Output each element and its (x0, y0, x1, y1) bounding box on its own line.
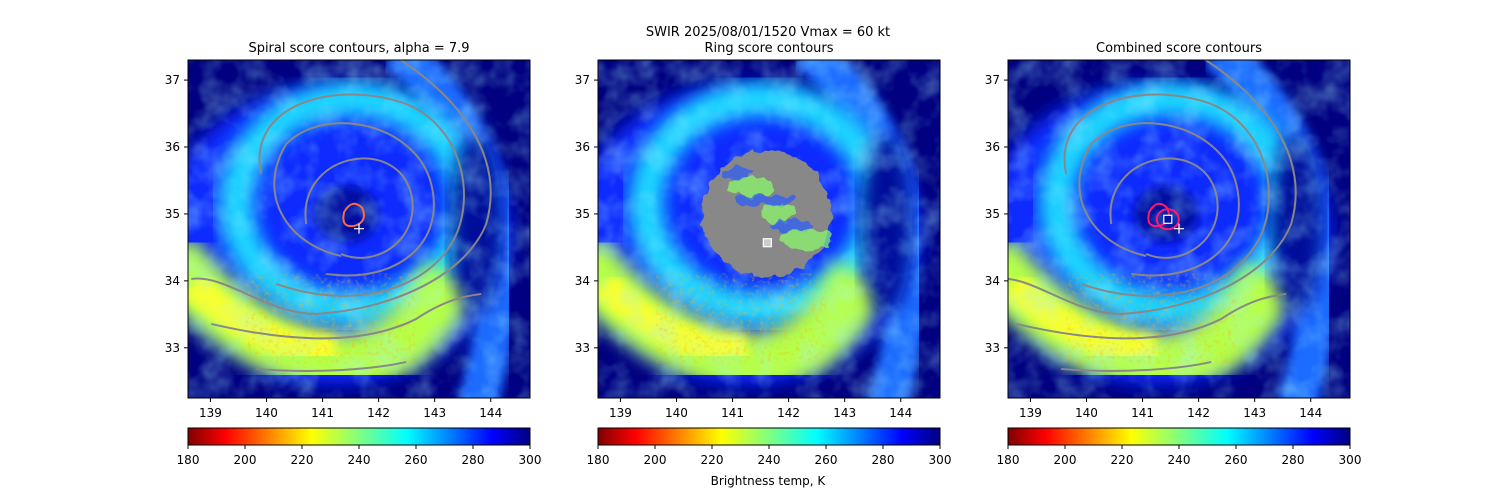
colorbar-tick-label: 260 (405, 453, 428, 467)
contour-ring-1 (1109, 157, 1219, 259)
y-tick-label: 34 (985, 274, 1000, 288)
colorbar-tick-label: 220 (1111, 453, 1134, 467)
x-tick-label: 142 (777, 406, 800, 420)
center-cross-marker (354, 223, 364, 234)
contour-ring-4 (191, 60, 492, 315)
ring-disc-gap (720, 167, 753, 180)
x-tick-label: 143 (1243, 406, 1266, 420)
y-tick-label: 35 (985, 207, 1000, 221)
x-tick-label: 142 (1187, 406, 1210, 420)
panel-3: 139 140 141 142 143 144 33 34 35 36 37 Combined sco… (985, 41, 1362, 467)
y-tick-label: 34 (165, 274, 180, 288)
axes-frame (187, 59, 531, 399)
contour-ring-6 (256, 360, 407, 372)
x-tick-label: 141 (721, 406, 744, 420)
colorbar-tick-label: 180 (587, 453, 610, 467)
colorbar-tick-label: 200 (644, 453, 667, 467)
ring-disc-gap (762, 202, 795, 223)
contour-ring-4 (1008, 60, 1297, 315)
contour-ring-3 (258, 93, 465, 297)
y-tick-label: 33 (165, 341, 180, 355)
ring-disc-gap (728, 176, 773, 197)
ring-disc-gap (770, 219, 815, 232)
colorbar-tick-label: 300 (929, 453, 952, 467)
x-tick-label: 143 (833, 406, 856, 420)
center-square-marker (1163, 214, 1173, 224)
colorbar-tick-label: 260 (1225, 453, 1248, 467)
colorbar-tick-label: 280 (1282, 453, 1305, 467)
colorbar-tick-label: 240 (348, 453, 371, 467)
panel-title: Ring score contours (704, 41, 833, 56)
colorbar-tick-label: 220 (701, 453, 724, 467)
axes-frame (1007, 59, 1351, 399)
contour-ring-5 (1015, 292, 1287, 340)
x-tick-label: 143 (423, 406, 446, 420)
x-tick-label: 144 (889, 406, 912, 420)
colorbar-tick-label: 180 (177, 453, 200, 467)
colorbar-tick-label: 200 (234, 453, 257, 467)
panel-title: Combined score contours (1096, 41, 1262, 56)
y-tick-label: 36 (165, 140, 180, 154)
colorbar-tick-label: 260 (815, 453, 838, 467)
panel-1: 139 140 141 142 143 144 33 34 35 36 37 Spiral score… (165, 41, 542, 467)
center-square-marker (762, 238, 772, 248)
figure-suptitle: SWIR 2025/08/01/1520 Vmax = 60 kt (646, 25, 890, 40)
y-tick-label: 36 (985, 140, 1000, 154)
x-tick-label: 142 (367, 406, 390, 420)
x-tick-label: 140 (665, 406, 688, 420)
contour-inner (342, 202, 365, 228)
score-contours (1008, 60, 1297, 372)
colorbar-tick-label: 280 (872, 453, 895, 467)
colorbar-tick-label: 240 (1168, 453, 1191, 467)
score-contours (191, 60, 492, 372)
colorbar (187, 427, 531, 446)
x-tick-label: 139 (609, 406, 632, 420)
colorbar-tick-label: 300 (1339, 453, 1362, 467)
x-tick-label: 140 (1075, 406, 1098, 420)
center-cross-marker (1174, 223, 1184, 234)
ring-score-disc (701, 150, 835, 278)
panel-title: Spiral score contours, alpha = 7.9 (248, 41, 469, 56)
center-ring (1155, 208, 1180, 231)
warm-speckle (656, 273, 827, 364)
x-tick-label: 144 (479, 406, 502, 420)
panel-2: 139 140 141 142 143 144 33 34 35 36 37 Ring score c… (575, 41, 952, 467)
x-tick-label: 139 (199, 406, 222, 420)
colorbar-tick-label: 240 (758, 453, 781, 467)
contour-ring-1 (304, 157, 414, 259)
ring-disc-gap (778, 228, 835, 249)
warm-speckle (246, 273, 417, 364)
satellite-image (188, 60, 530, 398)
colorbar-tick-label: 220 (291, 453, 314, 467)
y-tick-label: 36 (575, 140, 590, 154)
contour-ring-2 (1078, 122, 1240, 277)
colorbar (597, 427, 941, 446)
y-tick-label: 37 (575, 73, 590, 87)
x-tick-label: 139 (1019, 406, 1042, 420)
y-tick-label: 34 (575, 274, 590, 288)
colorbar-tick-label: 280 (462, 453, 485, 467)
colorbar-tick-label: 200 (1054, 453, 1077, 467)
colorbar-tick-label: 300 (519, 453, 542, 467)
x-tick-label: 140 (255, 406, 278, 420)
contour-ring-6 (1061, 360, 1212, 372)
y-tick-label: 37 (165, 73, 180, 87)
colorbar-label: Brightness temp, K (711, 474, 827, 488)
y-tick-label: 37 (985, 73, 1000, 87)
contour-ring-2 (273, 122, 435, 277)
y-tick-label: 33 (985, 341, 1000, 355)
colorbar (1007, 427, 1351, 446)
colorbar-tick-label: 180 (997, 453, 1020, 467)
x-tick-label: 141 (1131, 406, 1154, 420)
axes-frame (597, 59, 941, 399)
contour-ring-5 (210, 292, 482, 340)
y-tick-label: 35 (575, 207, 590, 221)
contour-ring-3 (1063, 93, 1270, 297)
x-tick-label: 141 (311, 406, 334, 420)
y-tick-label: 33 (575, 341, 590, 355)
y-tick-label: 35 (165, 207, 180, 221)
x-tick-label: 144 (1299, 406, 1322, 420)
